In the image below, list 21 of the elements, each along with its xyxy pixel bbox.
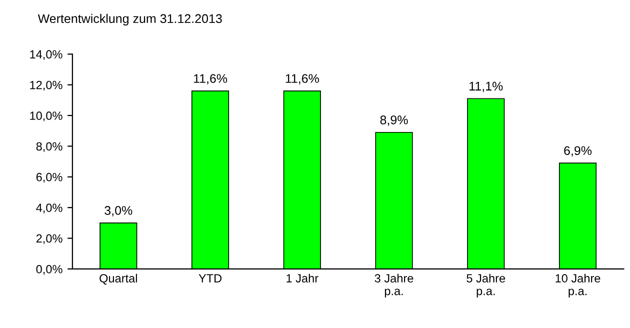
y-tick-label: 12,0% bbox=[30, 80, 62, 91]
x-tick-label: 1 Jahr bbox=[286, 274, 318, 282]
y-tick-label: 4,0% bbox=[36, 204, 62, 214]
y-tick-label: 14,0% bbox=[30, 50, 62, 60]
y-tick-label: 6,0% bbox=[36, 172, 62, 183]
y-tick-label: 0,0% bbox=[36, 264, 62, 275]
data-label: 8,9% bbox=[380, 116, 408, 126]
data-label: 11,6% bbox=[286, 74, 319, 84]
x-tick-label: 10 Jahre p.a. bbox=[556, 274, 600, 298]
chart-title: Wertentwicklung zum 31.12.2013 bbox=[38, 14, 222, 26]
y-tick-label: 10,0% bbox=[30, 112, 62, 122]
data-label: 11,6% bbox=[194, 74, 228, 84]
data-label: 6,9% bbox=[564, 146, 592, 157]
x-tick-label: 3 Jahre p.a. bbox=[374, 274, 414, 298]
x-tick-label: Quartal bbox=[100, 274, 137, 285]
y-tick-label: 8,0% bbox=[36, 142, 62, 152]
x-tick-label: YTD bbox=[198, 274, 222, 282]
data-label: 3,0% bbox=[104, 206, 132, 216]
y-tick-label: 2,0% bbox=[36, 234, 62, 244]
data-label: 11,1% bbox=[470, 82, 503, 92]
x-tick-label: 5 Jahre p.a. bbox=[466, 274, 506, 298]
